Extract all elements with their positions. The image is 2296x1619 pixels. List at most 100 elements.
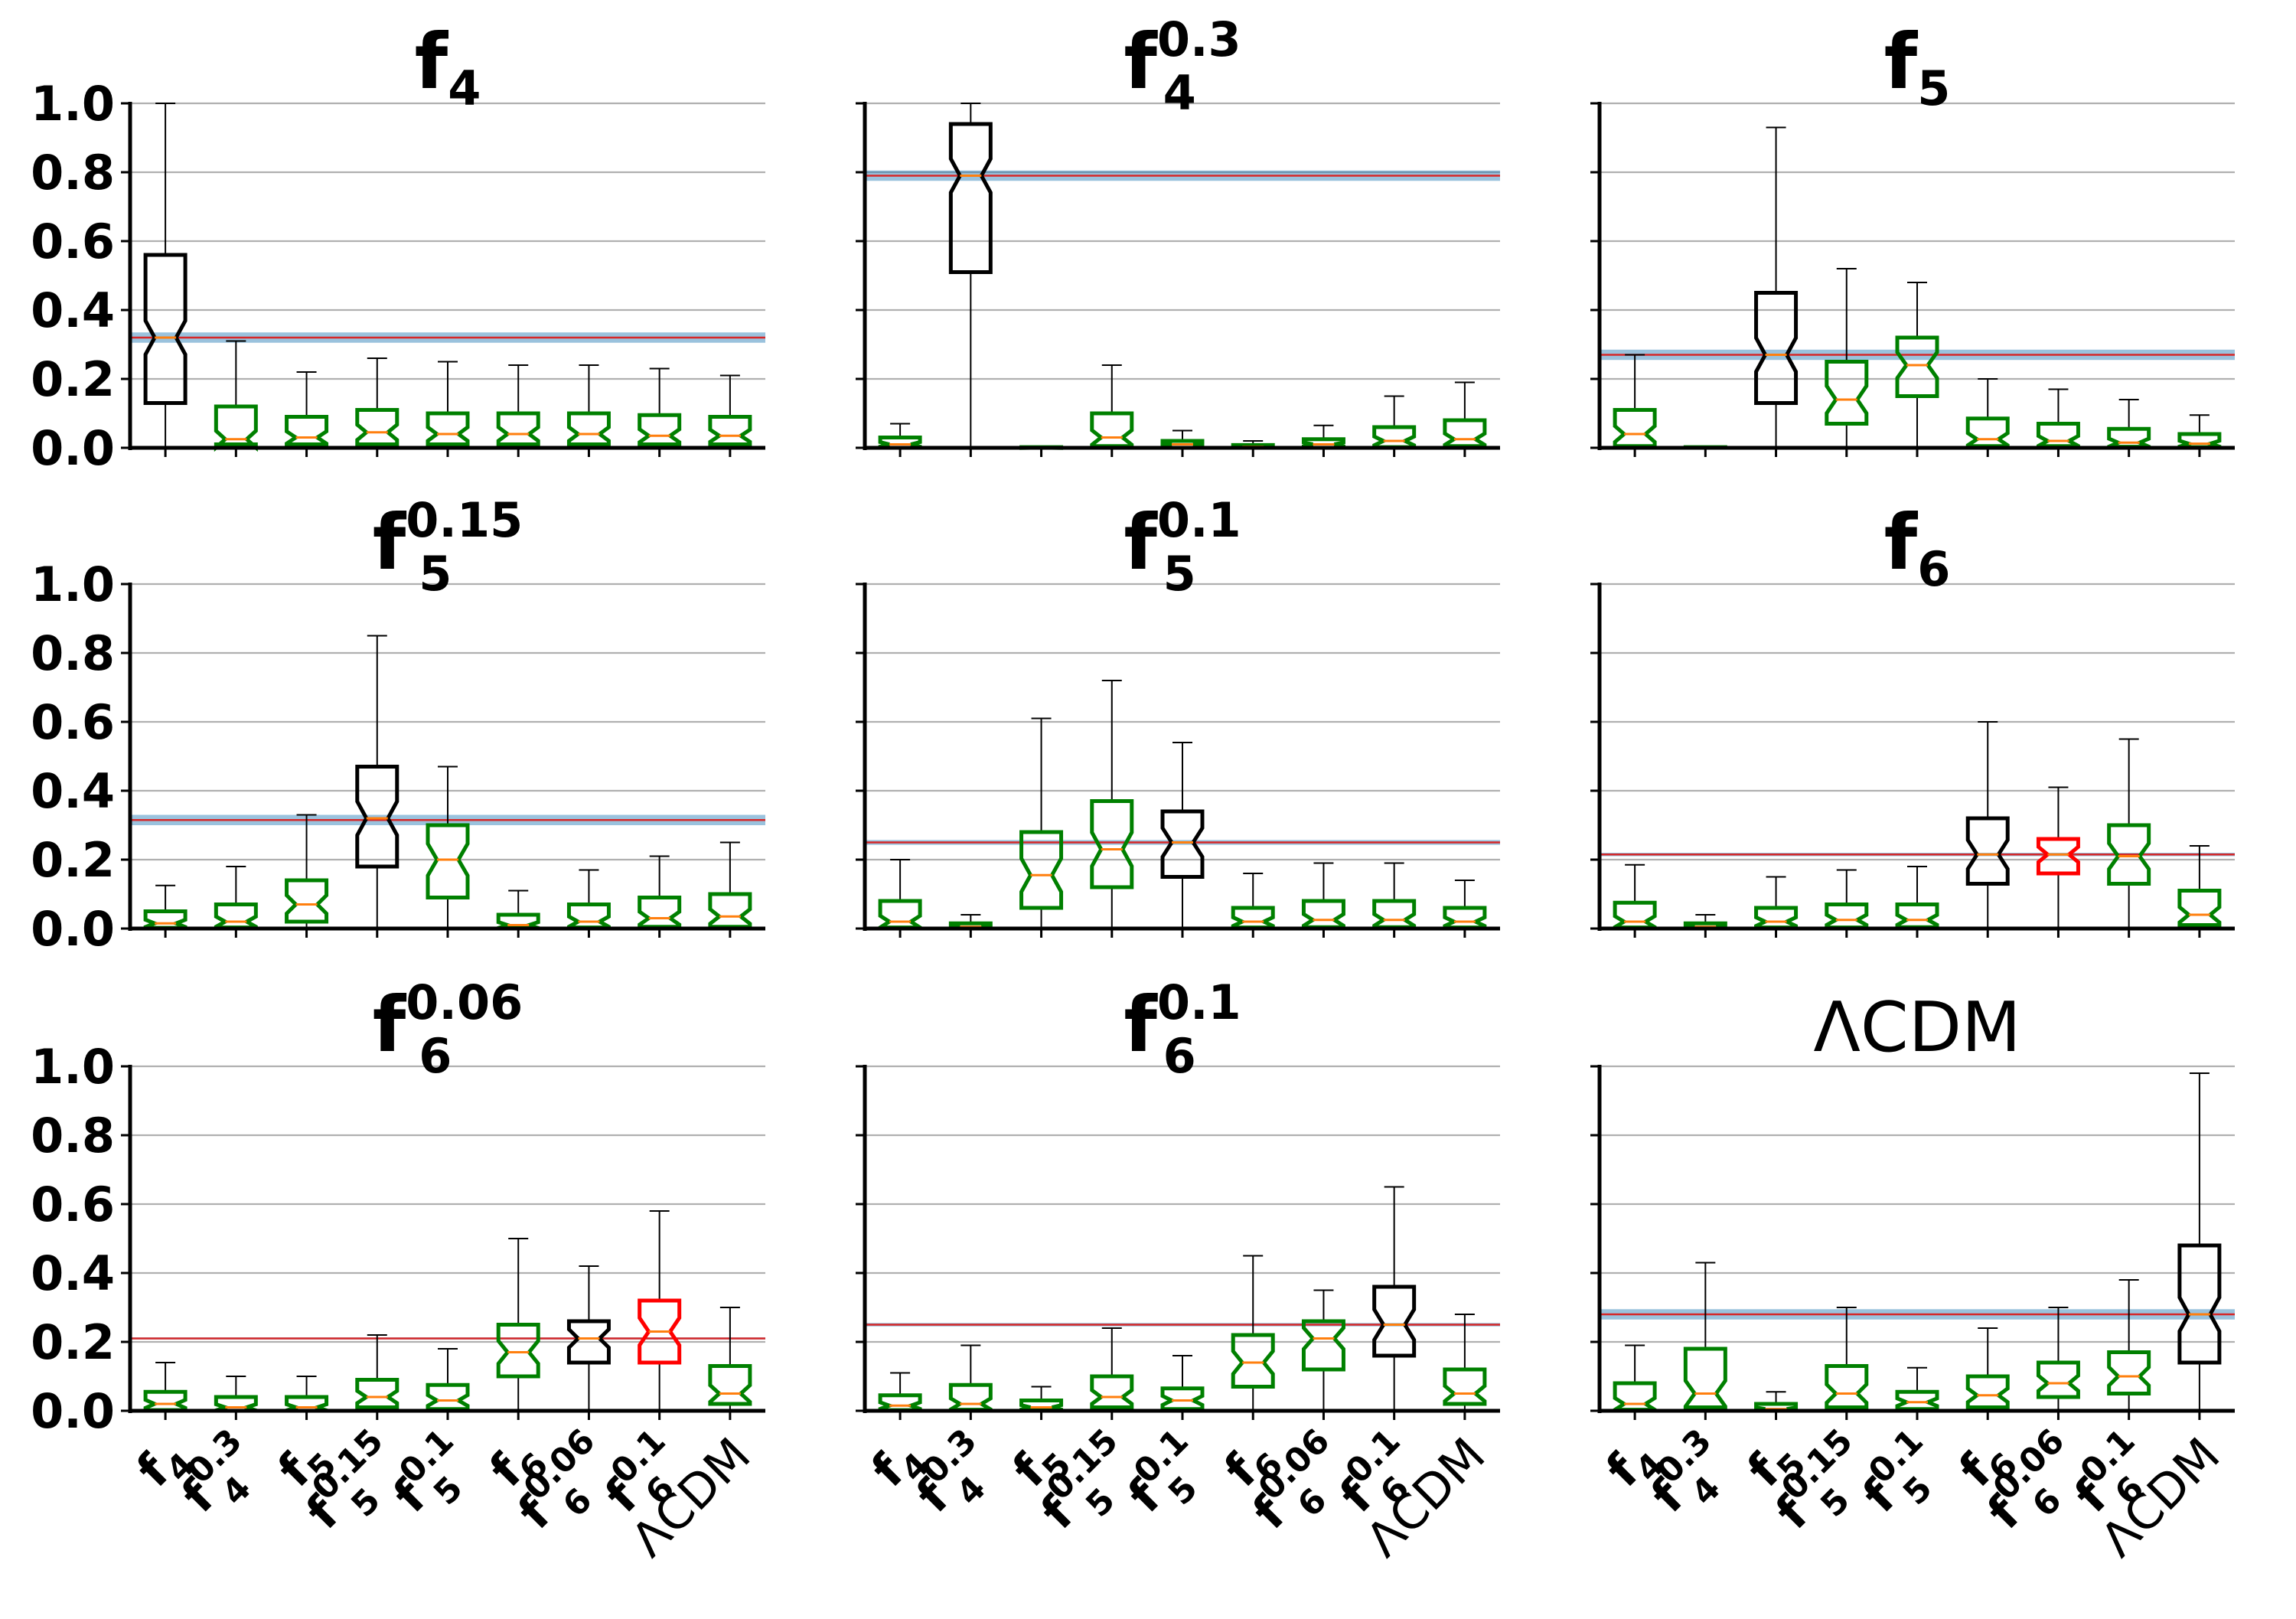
box-body <box>1372 425 1417 449</box>
box-body <box>1443 418 1487 449</box>
box-3 <box>285 1376 329 1413</box>
box-body <box>1825 903 1869 930</box>
box-body <box>2036 837 2080 876</box>
box-body <box>566 1319 611 1365</box>
panel-title: f0.1 6 <box>1124 974 1241 1084</box>
box-body <box>2107 823 2151 886</box>
panel-title: ΛCDM <box>1813 987 2020 1068</box>
box-9 <box>1443 1314 1487 1412</box>
y-tick-label: 0.6 <box>31 694 115 750</box>
box-8 <box>1372 1186 1417 1412</box>
box-body <box>948 1382 993 1412</box>
panel-5: f0.1 5 <box>856 492 1500 938</box>
box-5 <box>1160 1355 1205 1412</box>
box-body <box>1231 906 1275 930</box>
panel-title: f0.15 5 <box>373 492 523 602</box>
box-body <box>1895 335 1939 398</box>
panel-title-base: f <box>373 980 407 1069</box>
box-1 <box>1613 1344 1657 1412</box>
box-2 <box>1683 1262 1727 1412</box>
box-6 <box>1231 1255 1275 1412</box>
panel-title-base: f <box>1884 498 1919 587</box>
box-5 <box>426 1348 470 1412</box>
box-body <box>143 1389 188 1412</box>
box-body <box>1090 411 1134 449</box>
box-body <box>2177 889 2222 927</box>
box-3 <box>285 371 329 449</box>
box-body <box>1231 1333 1275 1389</box>
y-tick-label: 0.2 <box>31 351 115 407</box>
box-body <box>1965 416 2010 449</box>
y-tick-label: 0.6 <box>31 1177 115 1232</box>
box-body <box>355 408 400 446</box>
box-8 <box>1372 395 1417 449</box>
panel-title-sub: 5 <box>419 546 452 602</box>
box-9 <box>1443 880 1487 930</box>
panel-title-base: f <box>1124 17 1158 106</box>
box-8 <box>2107 738 2151 929</box>
box-4 <box>1825 869 1869 930</box>
box-body <box>496 1323 540 1379</box>
panel-6: f6 <box>1590 498 2235 938</box>
box-body <box>1019 830 1064 910</box>
box-body <box>1895 903 1939 929</box>
box-body <box>143 909 188 930</box>
panel-1: 0.0 0.2 0.4 0.6 0.8 1.0 f4 <box>31 17 765 476</box>
panel-title-base: f <box>415 17 449 106</box>
box-5 <box>1160 742 1205 929</box>
box-body <box>1372 899 1417 929</box>
box-6 <box>496 889 540 931</box>
panel-title-base: f <box>1124 498 1158 587</box>
box-2 <box>214 866 258 930</box>
y-tick-label: 0.4 <box>31 1245 115 1301</box>
box-body <box>638 896 682 929</box>
panel-title: f4 <box>415 17 481 116</box>
box-1 <box>143 103 188 449</box>
box-1 <box>1613 354 1657 449</box>
box-1 <box>143 1362 188 1412</box>
y-tick-label: 0.6 <box>31 214 115 269</box>
box-5 <box>1895 282 1939 449</box>
box-5 <box>426 361 470 449</box>
panel-title: f0.1 5 <box>1124 492 1241 602</box>
panel-title-sub: 6 <box>1163 1028 1196 1084</box>
panel-title: f5 <box>1884 17 1951 116</box>
x-tick-label: f0.15 <box>1847 1422 1959 1534</box>
box-6 <box>1965 721 2010 929</box>
y-tick-label: 1.0 <box>31 1039 115 1095</box>
box-1 <box>878 423 922 450</box>
box-2 <box>214 340 258 452</box>
box-7 <box>1301 862 1345 929</box>
box-8 <box>638 855 682 929</box>
box-9 <box>2177 1072 2222 1412</box>
x-tick-label: f0.15 <box>1112 1422 1225 1534</box>
panel-title-sub: 4 <box>1163 65 1196 121</box>
box-body <box>638 1298 682 1365</box>
box-body <box>948 122 993 274</box>
box-2 <box>214 1376 258 1413</box>
y-tick-label: 0.4 <box>31 282 115 338</box>
box-7 <box>566 869 611 930</box>
box-4 <box>1090 680 1134 929</box>
panel-title-sup: 0.06 <box>406 974 523 1030</box>
box-body <box>496 411 540 446</box>
box-body <box>1754 291 1799 405</box>
box-body <box>566 903 611 930</box>
box-7 <box>1301 1289 1345 1412</box>
box-body <box>355 765 400 869</box>
panel-title-sub: 6 <box>419 1028 452 1084</box>
panel-title-base: f <box>1884 17 1919 106</box>
panel-3: f5 <box>1590 17 2235 457</box>
panel-title-sub: 5 <box>1917 60 1950 116</box>
box-2 <box>948 914 993 931</box>
box-5 <box>1160 429 1205 450</box>
box-9 <box>708 841 752 929</box>
box-4 <box>1090 1327 1134 1412</box>
box-body <box>355 1378 400 1409</box>
box-body <box>1443 906 1487 930</box>
box-body <box>2177 1243 2222 1365</box>
box-body <box>1090 799 1134 889</box>
